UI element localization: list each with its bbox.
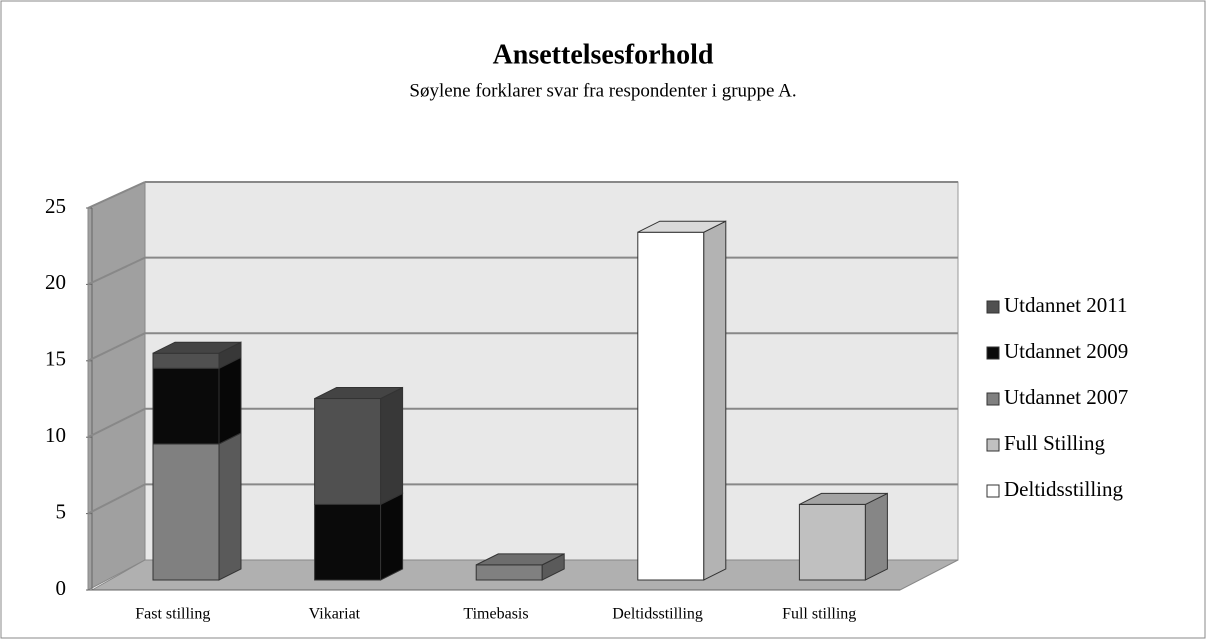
legend-label: Utdannet 2011 xyxy=(1004,293,1127,317)
grid-line xyxy=(87,256,146,286)
legend-swatch xyxy=(986,300,1000,314)
grid-line xyxy=(87,407,146,439)
bar-side xyxy=(864,492,888,581)
legend-label: Full Stilling xyxy=(1004,431,1105,455)
bar-top xyxy=(475,553,565,566)
bar-segment xyxy=(152,443,220,581)
y-tick-label: 10 xyxy=(45,423,66,447)
bar-top xyxy=(637,220,727,233)
bar-top xyxy=(314,387,403,400)
y-tick-label: 20 xyxy=(45,270,66,294)
bar-top xyxy=(152,341,242,354)
bar-segment xyxy=(475,564,543,581)
bar-side xyxy=(218,356,242,445)
legend-swatch xyxy=(986,484,1000,498)
bar-segment xyxy=(152,352,220,369)
y-tick-label: 5 xyxy=(56,499,67,523)
x-tick-label: Vikariat xyxy=(309,606,361,623)
bar-side xyxy=(703,220,727,581)
grid-line xyxy=(87,483,146,515)
bar-segment xyxy=(314,503,382,581)
legend-label: Utdannet 2007 xyxy=(1004,385,1128,409)
bar-side xyxy=(380,386,404,506)
x-tick-label: Full stilling xyxy=(782,606,856,623)
x-tick-label: Fast stilling xyxy=(135,606,210,623)
x-tick-label: Deltidsstilling xyxy=(612,606,703,623)
grid-line xyxy=(87,181,146,209)
x-tick-label: Timebasis xyxy=(463,606,528,623)
grid-line xyxy=(87,332,146,362)
y-tick-label: 0 xyxy=(56,576,67,600)
bar-segment xyxy=(152,367,220,445)
legend-label: Utdannet 2009 xyxy=(1004,339,1128,363)
legend-label: Deltidsstilling xyxy=(1004,477,1124,501)
y-tick-label: 15 xyxy=(45,347,66,371)
side-wall xyxy=(87,181,146,591)
bar-top xyxy=(799,492,888,505)
bar-segment xyxy=(798,503,866,581)
chart-subtitle: Søylene forklarer svar fra respondenter … xyxy=(409,80,796,101)
bar-side xyxy=(218,432,242,581)
legend-swatch xyxy=(986,346,1000,360)
legend-swatch xyxy=(986,392,1000,406)
bar-segment xyxy=(314,398,382,505)
legend-swatch xyxy=(986,438,1000,452)
y-tick-label: 25 xyxy=(45,194,66,218)
bar-side xyxy=(380,492,404,581)
bar-segment xyxy=(637,231,705,581)
chart-title: Ansettelsesforhold xyxy=(493,39,714,70)
